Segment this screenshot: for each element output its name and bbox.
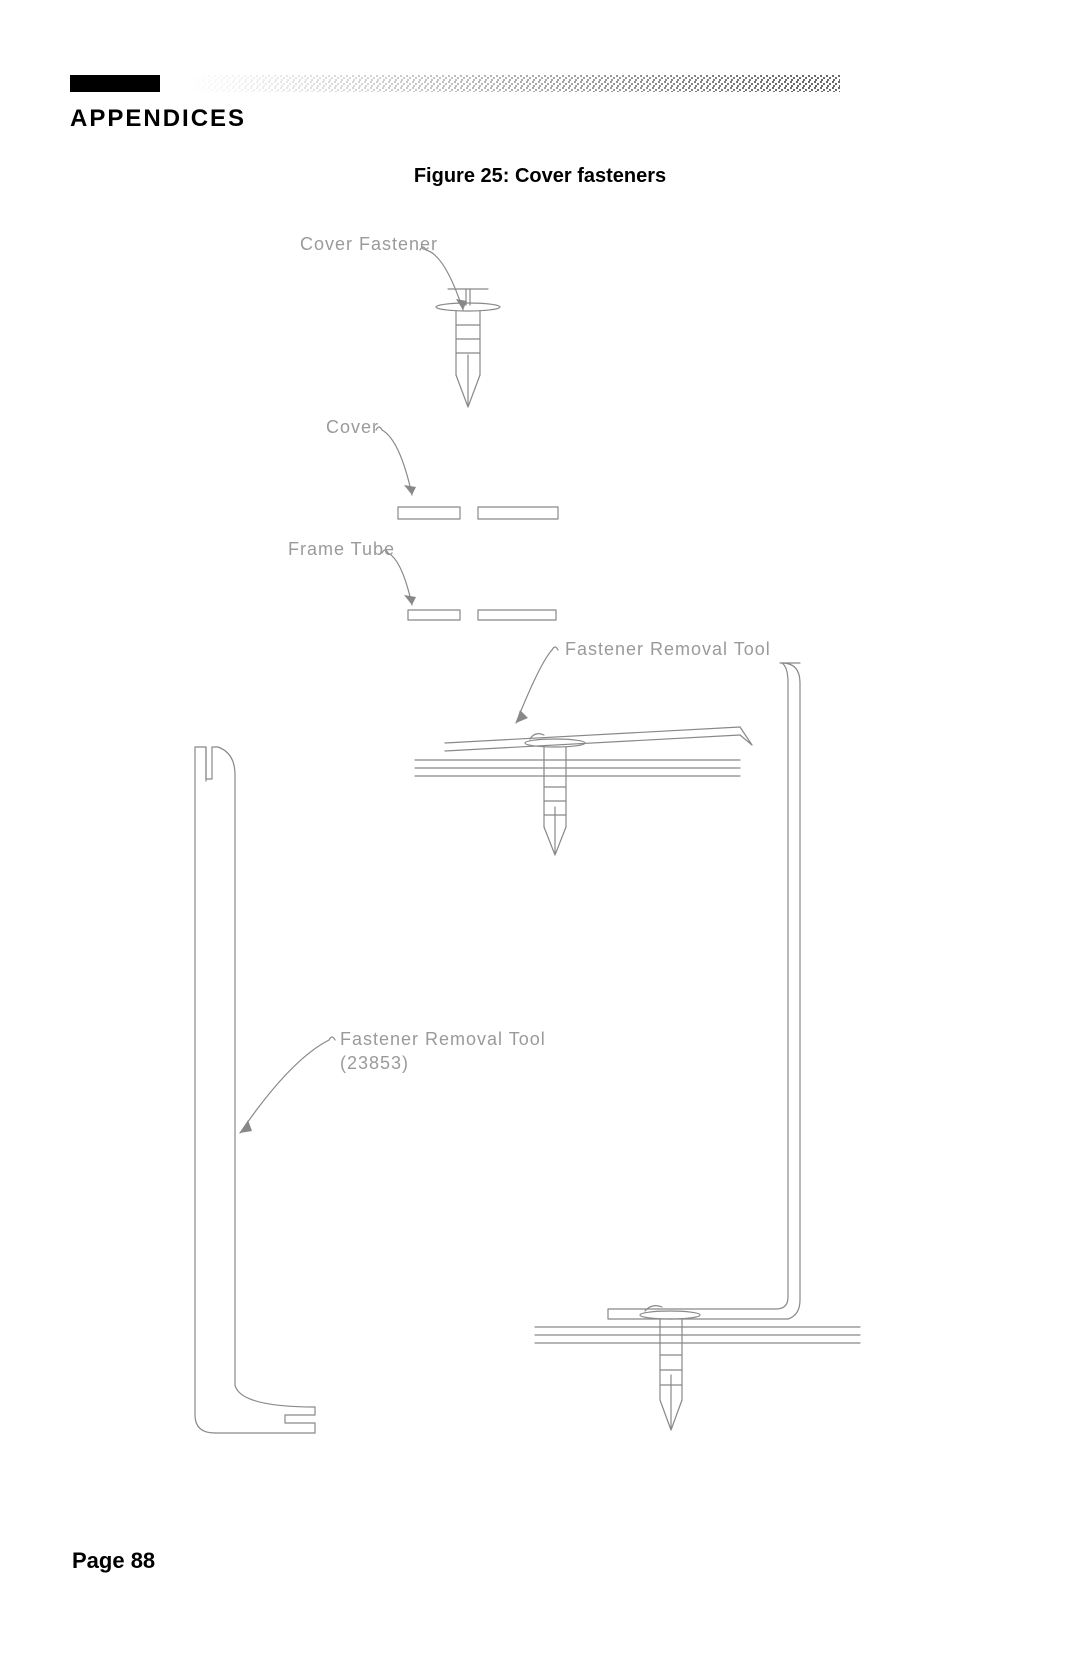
label-fastener-removal-tool-2b: (23853) [340,1053,409,1073]
label-cover-fastener: Cover Fastener [300,234,438,254]
section-title: APPENDICES [70,105,246,133]
label-fastener-removal-tool-upper: Fastener Removal Tool [565,639,771,659]
diagram: Cover Fastener Cover Frame Tube Fastener… [140,215,880,1485]
label-frame-tube: Frame Tube [288,539,395,559]
label-fastener-removal-tool-2a: Fastener Removal Tool [340,1029,546,1049]
label-cover: Cover [326,417,379,437]
header-band [70,75,840,92]
figure-caption: Figure 25: Cover fasteners [0,165,1080,188]
page: APPENDICES Figure 25: Cover fasteners [0,0,1080,1669]
page-number: Page 88 [72,1548,155,1574]
